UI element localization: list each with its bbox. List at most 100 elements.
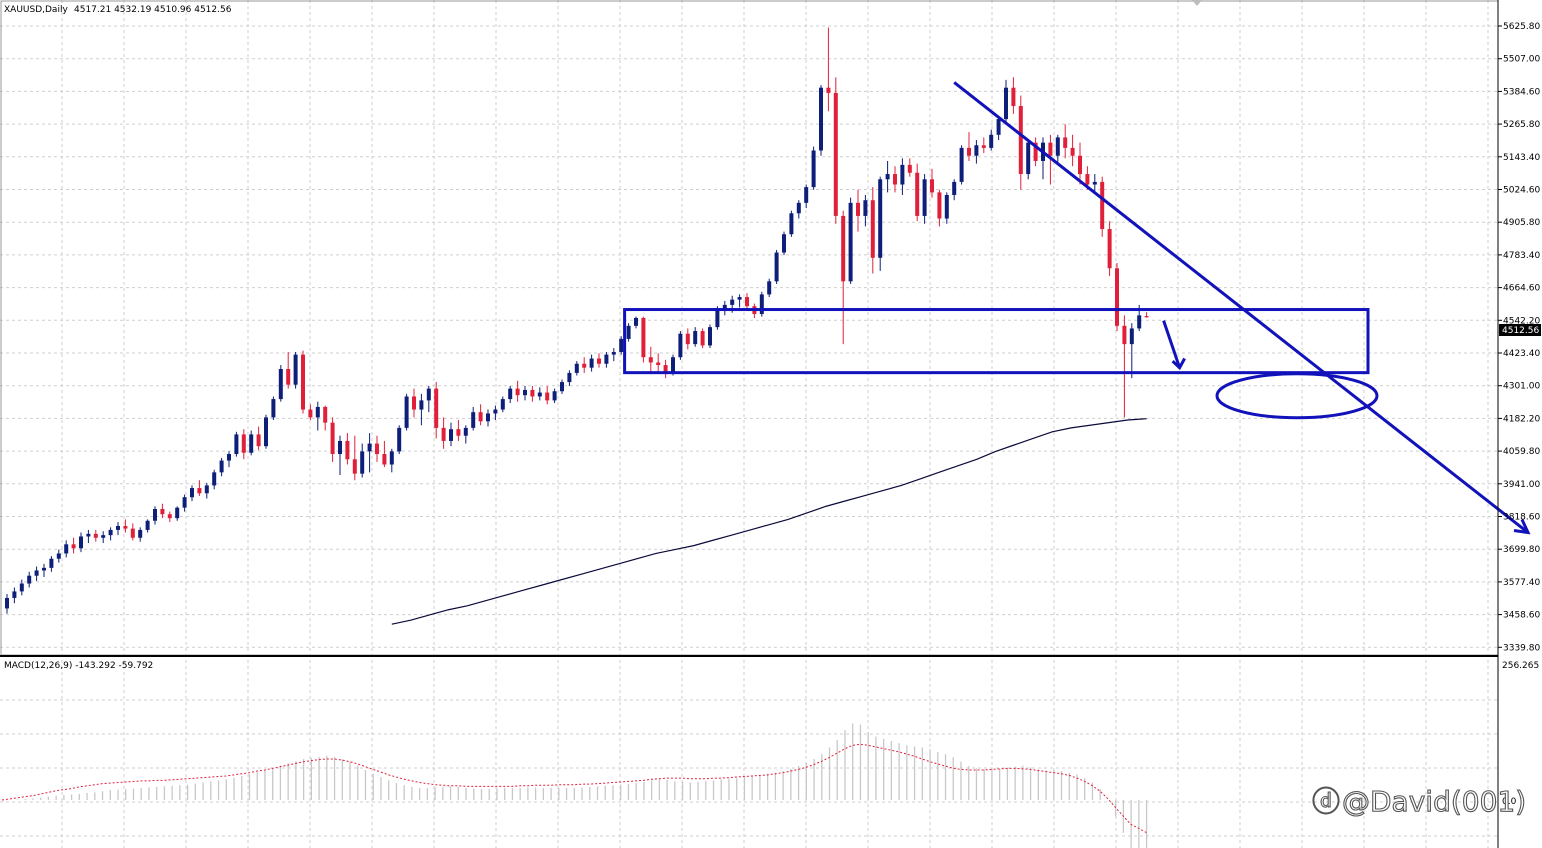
price-tick-label: 3577.40 <box>1503 578 1540 588</box>
candle-bullish <box>367 433 372 473</box>
candle-bullish <box>863 194 868 227</box>
candle-bullish <box>500 396 505 413</box>
candle-bullish <box>789 210 794 237</box>
candle-bullish <box>278 365 283 402</box>
candle-body <box>907 164 912 173</box>
candle-bearish <box>1070 134 1075 167</box>
candle-bearish <box>330 417 335 462</box>
candle-bullish <box>338 435 342 475</box>
price-tick-label: 4664.60 <box>1503 284 1540 294</box>
candle-bearish <box>382 440 387 468</box>
candle-bearish <box>745 293 749 311</box>
candle-body <box>952 181 957 195</box>
price-axis: 5625.80 5507.00 5384.60 5265.80 5143.40 5024.… <box>1498 22 1540 653</box>
candle-bearish <box>1122 315 1127 418</box>
candle-body <box>597 358 601 364</box>
candle-body <box>241 434 246 453</box>
candle-bullish <box>604 351 609 368</box>
candle-body <box>315 406 320 418</box>
candle-body <box>182 497 187 508</box>
target-ellipse <box>1215 372 1379 420</box>
candle-bullish <box>419 393 424 426</box>
candle-body <box>537 392 542 397</box>
candle-bearish <box>967 132 971 161</box>
candle-body <box>604 354 609 364</box>
candle-body <box>856 202 860 216</box>
candle-body <box>989 134 994 148</box>
candle-body <box>545 392 550 401</box>
candle-bearish <box>582 357 587 373</box>
candle-bullish <box>56 549 61 563</box>
candle-bearish <box>256 426 261 451</box>
candle-body <box>715 308 720 328</box>
candle-body <box>42 567 46 571</box>
candle-bullish <box>315 401 320 431</box>
candle-bearish <box>375 435 379 462</box>
candle-body <box>848 202 853 282</box>
candle-body <box>782 234 786 253</box>
trendline-arrowhead <box>1513 518 1531 535</box>
candle-body <box>833 92 838 216</box>
candle-bullish <box>397 425 402 455</box>
candle-bullish <box>944 192 949 224</box>
candle-bullish <box>182 494 187 512</box>
candle-body <box>397 427 402 452</box>
candle-bullish <box>175 506 180 521</box>
candle-body <box>1004 87 1008 120</box>
candle-bearish <box>167 511 172 523</box>
price-tick-label: 5507.00 <box>1503 55 1540 65</box>
candle-body <box>404 396 409 428</box>
candle-bearish <box>441 417 446 449</box>
candle-body <box>567 372 572 383</box>
candle-bearish <box>893 166 897 193</box>
candle-body <box>826 87 831 93</box>
candle-body <box>996 119 1001 135</box>
candle-bullish <box>634 316 638 329</box>
candle-bullish <box>693 327 698 347</box>
candle-body <box>611 351 616 355</box>
candle-body <box>64 544 69 554</box>
candle-bearish <box>1033 137 1038 167</box>
candle-bullish <box>796 200 801 219</box>
macd-signal-line <box>1 743 1147 834</box>
scroll-marker-icon[interactable] <box>1192 0 1202 6</box>
candle-bullish <box>190 485 194 502</box>
candle-bearish <box>160 503 165 519</box>
candle-body <box>1033 142 1038 161</box>
candle-bearish <box>685 328 690 350</box>
price-tick-label: 3458.60 <box>1503 611 1540 621</box>
candle-body <box>71 544 76 549</box>
candle-bearish <box>826 27 831 112</box>
candle-body <box>663 365 668 373</box>
candle-bearish <box>641 316 646 363</box>
price-tick-label: 3941.00 <box>1503 480 1540 490</box>
candle-body <box>338 440 342 455</box>
candle-bullish <box>922 174 927 224</box>
candle-body <box>619 338 624 352</box>
candle-bearish <box>870 187 875 274</box>
candle-bearish <box>663 359 668 379</box>
candle-body <box>330 422 335 455</box>
candle-bullish <box>974 140 979 164</box>
candle-bullish <box>449 422 453 447</box>
price-tick-label: 4059.80 <box>1503 447 1540 457</box>
candle-body <box>1011 87 1016 107</box>
candles <box>5 27 1149 614</box>
main-panel-frame <box>0 0 1499 656</box>
candle-body <box>863 200 868 216</box>
candle-body <box>108 529 113 536</box>
candle-bearish <box>981 137 986 154</box>
candle-bullish <box>12 587 17 604</box>
candle-body <box>345 440 350 460</box>
candle-body <box>12 591 17 598</box>
candle-body <box>256 434 261 447</box>
candle-bullish <box>878 176 883 271</box>
candle-body <box>582 363 587 368</box>
candle-body <box>937 192 942 219</box>
candle-bullish <box>42 563 46 578</box>
candle-body <box>700 331 705 346</box>
macd-label: MACD(12,26,9) -143.292 -59.792 <box>4 661 153 671</box>
candle-bearish <box>71 537 76 554</box>
candle-body <box>1129 328 1134 345</box>
candle-bullish <box>19 579 24 596</box>
